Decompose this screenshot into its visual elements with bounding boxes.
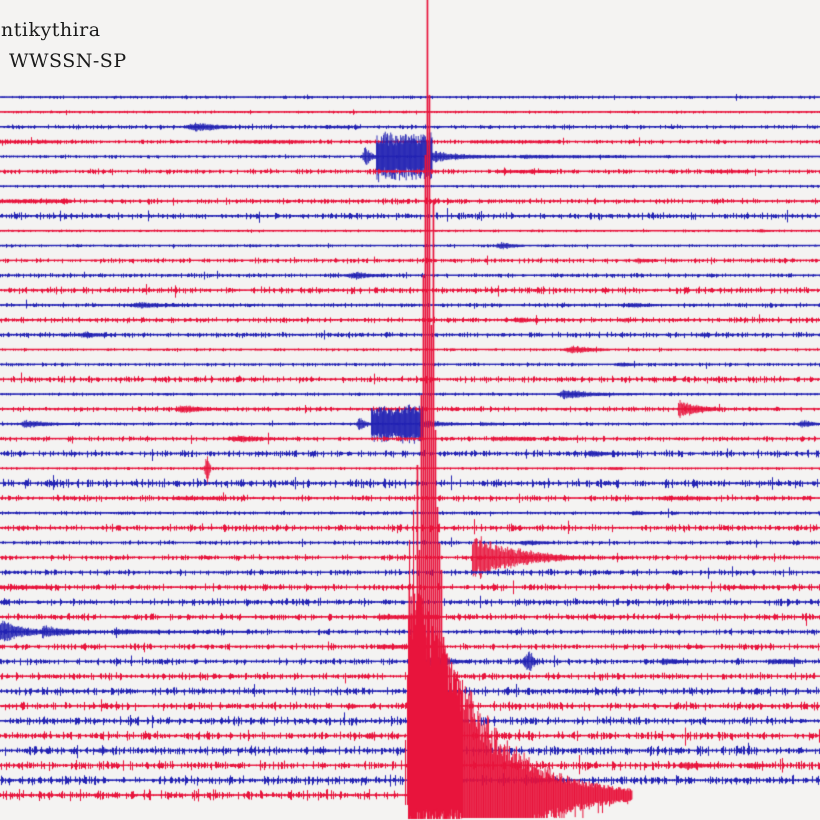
station-label: ntikythira: [1, 19, 101, 41]
filter-label: WWSSN-SP: [9, 50, 127, 72]
